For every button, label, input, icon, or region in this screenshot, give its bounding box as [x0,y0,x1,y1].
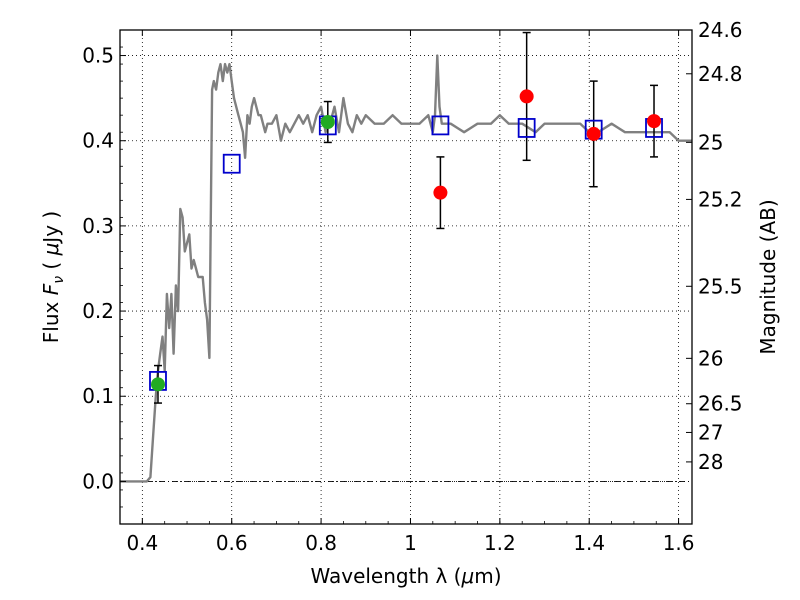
observed-points [150,89,662,392]
y-tick-label: 0.2 [82,299,114,323]
right-tick-label: 28 [698,450,723,474]
model-photometry-square [222,153,241,174]
x-tick-label: 1.4 [573,531,605,555]
model-photometry-squares [149,115,663,391]
right-axis-ticks: 24.6 24.8 25 25.2 25.5 26 26.5 27 28 [686,18,743,474]
y-tick-label: 0.4 [82,129,114,153]
x-tick-label: 0.4 [126,531,158,555]
y-axis-label: Flux Fν ( μJy ) [39,211,67,343]
right-tick-label: 24.8 [698,62,743,86]
x-tick-label: 1 [404,531,417,555]
model-photometry-square [431,115,450,136]
model-spectrum-line [120,54,692,483]
grid-lines [120,30,692,524]
y-tick-label: 0.3 [82,214,114,238]
right-tick-label: 25 [698,130,723,154]
right-tick-label: 26.5 [698,392,743,416]
detection-point [150,377,165,392]
right-tick-label: 25.2 [698,187,743,211]
model-photometry-square [517,118,536,138]
x-axis-label: Wavelength λ (μm) [310,564,501,588]
y-tick-label: 0.5 [82,44,114,68]
right-tick-label: 25.5 [698,274,743,298]
y-tick-label: 0.1 [82,384,114,408]
x-tick-label: 1.6 [663,531,695,555]
error-bars [153,31,659,404]
y-right-axis-label: Magnitude (AB) [756,199,780,354]
right-tick-label: 27 [698,420,723,444]
plot-frame [119,29,693,525]
model-spectrum [120,54,692,483]
observed-point [519,89,534,104]
observed-point [586,126,601,141]
x-tick-label: 1.2 [484,531,516,555]
right-tick-label: 26 [698,346,723,370]
y-axis-ticks: 0.0 0.1 0.2 0.3 0.4 0.5 [82,44,126,525]
right-tick-label: 24.6 [698,18,743,42]
observed-point [647,114,662,129]
x-axis-ticks: 0.4 0.6 0.8 1 1.2 1.4 1.6 [119,30,695,555]
observed-point [433,185,448,200]
x-tick-label: 0.6 [216,531,248,555]
y-tick-label: 0.0 [82,469,114,493]
detection-point [320,114,335,129]
x-tick-label: 0.8 [305,531,337,555]
